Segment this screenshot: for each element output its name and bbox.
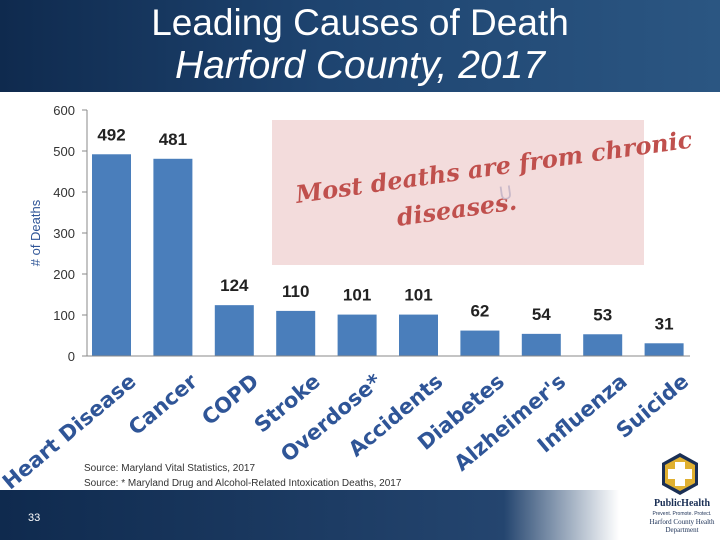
bar	[399, 314, 438, 356]
y-axis-label: # of Deaths	[28, 199, 43, 266]
data-label: 124	[220, 276, 249, 295]
bar-chart: Most deaths are from chronic diseases. U…	[0, 103, 694, 490]
data-label: 110	[282, 282, 309, 301]
source-line-1: Source: Maryland Vital Statistics, 2017	[84, 463, 255, 474]
footer-bar: 33	[0, 490, 720, 540]
health-cross-emblem-icon	[662, 453, 698, 495]
callout-stray-char: U	[498, 182, 514, 205]
bar	[214, 305, 254, 356]
data-label: 31	[655, 314, 674, 333]
bar	[521, 333, 561, 356]
data-label: 481	[159, 130, 187, 149]
y-tick-label: 600	[53, 103, 75, 118]
title-banner: Leading Causes of Death Harford County, …	[0, 0, 720, 92]
bar	[92, 154, 131, 356]
bar	[583, 334, 623, 356]
data-label: 492	[97, 125, 125, 144]
y-tick-label: 0	[68, 349, 75, 364]
source-line-2: Source: * Maryland Drug and Alcohol-Rela…	[84, 478, 402, 489]
slide-number: 33	[28, 512, 41, 524]
bar	[153, 158, 193, 356]
health-department-logo: PublicHealth Prevent. Promote. Protect. …	[646, 448, 718, 538]
data-label: 62	[470, 302, 489, 321]
data-label: 53	[593, 305, 612, 324]
y-tick-label: 200	[53, 267, 75, 282]
slide-title: Leading Causes of Death	[151, 2, 569, 43]
y-tick-label: 300	[53, 226, 75, 241]
bar	[276, 310, 316, 356]
data-label: 101	[343, 286, 371, 305]
category-label: Cancer	[124, 369, 202, 440]
data-label: 54	[532, 305, 551, 324]
data-label: 101	[404, 286, 432, 305]
logo-org: Harford County Health Department	[649, 518, 715, 534]
logo-tagline: Prevent. Promote. Protect.	[652, 511, 712, 517]
bar	[337, 314, 377, 356]
callout-box	[272, 120, 644, 265]
bar	[460, 330, 500, 356]
y-tick-label: 400	[53, 185, 75, 200]
y-tick-label: 500	[53, 144, 75, 159]
slide-subtitle: Harford County, 2017	[175, 44, 545, 87]
logo-name: PublicHealth	[653, 498, 711, 509]
y-tick-label: 100	[53, 308, 75, 323]
bar	[644, 343, 684, 356]
